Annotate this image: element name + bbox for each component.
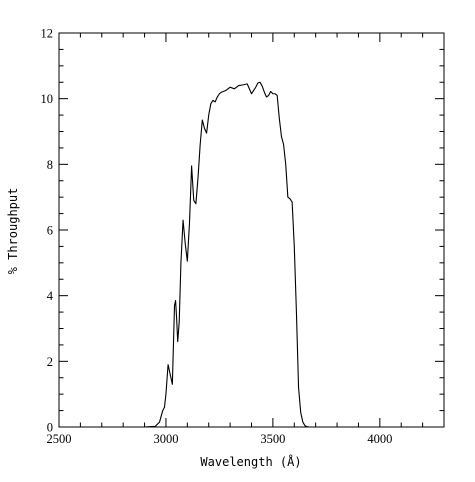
x-tick-label: 3500 — [260, 432, 285, 446]
plot-frame — [58, 32, 445, 428]
x-tick-labels: 2500 3000 3500 4000 — [47, 432, 393, 446]
x-tick-label: 2500 — [47, 432, 72, 446]
x-tick-label: 3000 — [153, 432, 178, 446]
axis-ticks — [58, 32, 445, 428]
y-tick-label: 8 — [47, 158, 53, 172]
y-tick-label: 12 — [41, 27, 54, 41]
y-tick-label: 6 — [47, 224, 53, 238]
y-axis-label: % Throughput — [6, 188, 20, 275]
throughput-line — [144, 81, 338, 428]
y-tick-label: 0 — [47, 421, 53, 435]
y-tick-label: 2 — [47, 355, 53, 369]
x-tick-label: 4000 — [367, 432, 392, 446]
y-tick-labels: 0 2 4 6 8 10 12 — [41, 27, 54, 435]
x-axis-label: Wavelength (Å) — [200, 454, 301, 469]
y-tick-label: 4 — [47, 289, 54, 303]
y-tick-label: 10 — [41, 92, 54, 106]
